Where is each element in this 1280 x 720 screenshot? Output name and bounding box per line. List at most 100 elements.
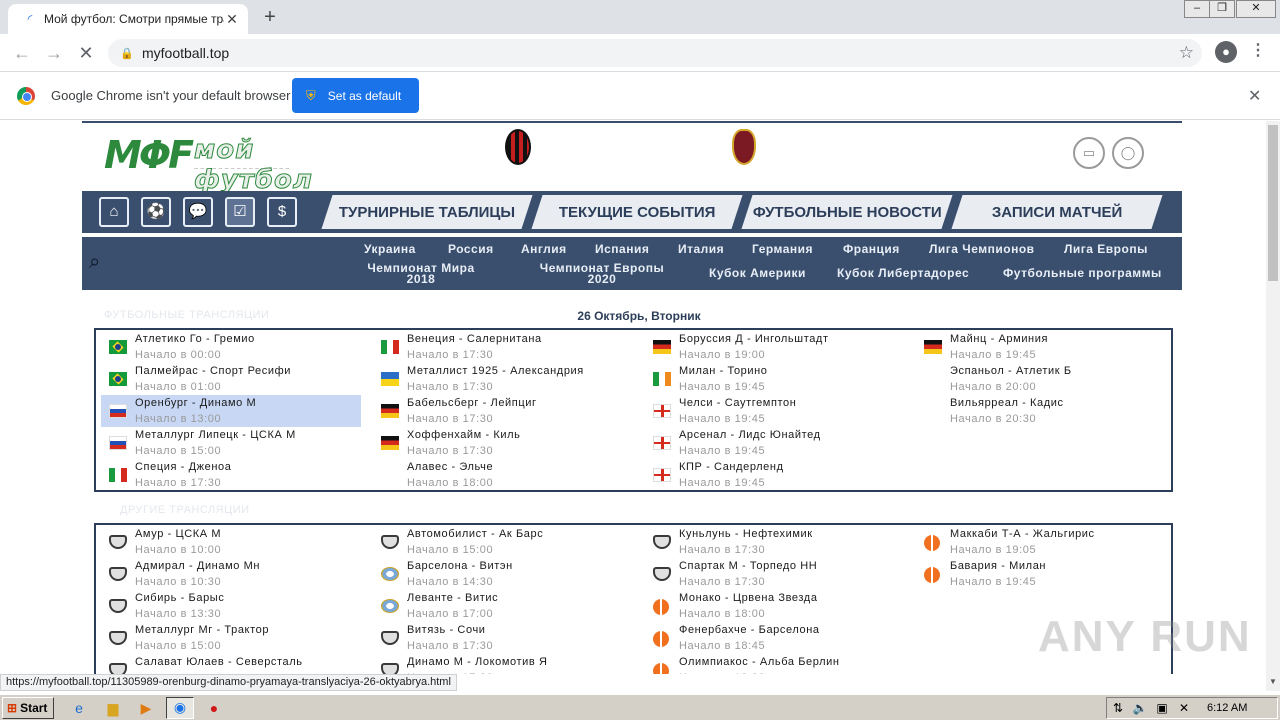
window-close-button[interactable]: ✕ [1236,0,1276,18]
nav-link-europa-league[interactable]: Лига Европы [1064,242,1148,256]
infobar-close-icon[interactable]: ✕ [1248,88,1262,105]
match-title[interactable]: Маккаби Т-А - Жальгирис [950,528,1095,540]
match-title[interactable]: Венеция - Салернитана [407,333,542,345]
match-title[interactable]: Куньлунь - Нефтехимик [679,528,813,540]
match-item[interactable]: Алавес - Эльче Начало в 18:00 [373,459,633,491]
menu-icon[interactable]: ⋮ [1250,42,1266,59]
match-item[interactable]: Палмейрас - Спорт Ресифи Начало в 01:00 [101,363,361,395]
match-title[interactable]: Оренбург - Динамо М [135,397,257,409]
arrows-icon[interactable]: ⇅ [1112,701,1124,715]
match-item[interactable]: Витязь - Сочи Начало в 17:30 [373,622,633,654]
match-title[interactable]: Спартак М - Торпедо НН [679,560,818,572]
stop-icon[interactable]: ✕ [78,43,94,63]
match-item[interactable]: Куньлунь - Нефтехимик Начало в 17:30 [645,526,905,558]
back-icon[interactable]: ← [13,43,31,63]
ie-icon[interactable]: e [75,700,83,716]
match-item[interactable]: Барселона - Витэн Начало в 14:30 [373,558,633,590]
nav-link-spain[interactable]: Испания [595,242,650,256]
match-title[interactable]: Автомобилист - Ак Барс [407,528,544,540]
match-item[interactable]: Маккаби Т-А - Жальгирис Начало в 19:05 [916,526,1176,558]
match-title[interactable]: Боруссия Д - Ингольштадт [679,333,829,345]
match-title[interactable]: Металлург Мг - Трактор [135,624,270,636]
alert-app-icon[interactable]: ● [209,700,219,716]
forward-icon[interactable]: → [45,43,63,63]
match-title[interactable]: Сибирь - Барыс [135,592,225,604]
match-title[interactable]: Амур - ЦСКА М [135,528,222,540]
nav-link-ukraine[interactable]: Украина [364,242,416,256]
tab-football-news[interactable]: ФУТБОЛЬНЫЕ НОВОСТИ [741,195,953,229]
match-item[interactable]: Атлетико Го - Гремио Начало в 00:00 [101,331,361,363]
scroll-down-icon[interactable]: ▼ [1269,677,1277,686]
match-title[interactable]: Алавес - Эльче [407,461,494,473]
tab-close-icon[interactable]: ✕ [226,11,238,27]
ball-icon[interactable]: ⚽ [141,197,171,227]
match-item[interactable]: Бавария - Милан Начало в 19:45 [916,558,1176,590]
match-item[interactable]: Бабельсберг - Лейпциг Начало в 17:30 [373,395,633,427]
match-title[interactable]: Эспаньол - Атлетик Б [950,365,1072,377]
match-item[interactable]: Металлист 1925 - Александрия Начало в 17:… [373,363,633,395]
search-icon[interactable]: ⌕ [89,251,101,273]
match-item[interactable]: Металлург Мг - Трактор Начало в 15:00 [101,622,361,654]
nav-link-world-cup[interactable]: Чемпионат Мира 2018 [367,261,475,286]
match-item[interactable]: Оренбург - Динамо М Начало в 13:00 [101,395,361,427]
match-title[interactable]: Вильярреал - Кадис [950,397,1064,409]
nav-link-france[interactable]: Франция [843,242,900,256]
match-title[interactable]: Бабельсберг - Лейпциг [407,397,537,409]
match-item[interactable]: Салават Юлаев - Северсталь [101,654,361,674]
dollar-icon[interactable]: $ [267,197,297,227]
match-title[interactable]: Металлист 1925 - Александрия [407,365,584,377]
match-title[interactable]: Барселона - Витэн [407,560,513,572]
match-title[interactable]: Леванте - Витис [407,592,499,604]
match-item[interactable]: Олимпиакос - Альба Берлин Начало в 19:00 [645,654,905,674]
match-item[interactable]: Эспаньол - Атлетик Б Начало в 20:00 [916,363,1176,395]
milan-crest-icon[interactable] [505,129,531,165]
match-title[interactable]: Палмейрас - Спорт Ресифи [135,365,291,377]
match-title[interactable]: Милан - Торино [679,365,768,377]
match-item[interactable]: Монако - Црвена Звезда Начало в 18:00 [645,590,905,622]
chrome-taskbar-icon[interactable]: ◉ [166,697,194,719]
home-icon[interactable]: ⌂ [99,197,129,227]
restore-button[interactable]: ❐ [1209,0,1235,18]
lock-icon[interactable]: 🔒 [120,47,134,60]
scroll-thumb[interactable] [1268,125,1278,281]
network-icon[interactable]: ▣ [1156,701,1168,715]
match-item[interactable]: Вильярреал - Кадис Начало в 20:30 [916,395,1176,427]
match-item[interactable]: Фенербахче - Барселона Начало в 18:45 [645,622,905,654]
address-bar[interactable]: 🔒 myfootball.top ☆ [108,39,1202,67]
nav-link-programs[interactable]: Футбольные программы [1003,266,1162,280]
match-title[interactable]: Металлург Липецк - ЦСКА М [135,429,296,441]
match-item[interactable]: Сибирь - Барыс Начало в 13:30 [101,590,361,622]
match-item[interactable]: Милан - Торино Начало в 19:45 [645,363,905,395]
match-item[interactable]: Динамо М - Локомотив Я Начало в 17:30 [373,654,633,674]
browser-tab[interactable]: ◜ Мой футбол: Смотри прямые тран ✕ [8,4,248,34]
nav-link-copa-america[interactable]: Кубок Америки [709,266,806,280]
match-item[interactable]: Автомобилист - Ак Барс Начало в 15:00 [373,526,633,558]
match-title[interactable]: Салават Юлаев - Северсталь [135,656,303,668]
nav-link-russia[interactable]: Россия [448,242,494,256]
nav-link-germany[interactable]: Германия [752,242,814,256]
match-title[interactable]: Динамо М - Локомотив Я [407,656,548,668]
match-title[interactable]: Атлетико Го - Гремио [135,333,255,345]
match-title[interactable]: Фенербахче - Барселона [679,624,820,636]
match-title[interactable]: Адмирал - Динамо Мн [135,560,261,572]
match-item[interactable]: Боруссия Д - Ингольштадт Начало в 19:00 [645,331,905,363]
security-icon[interactable]: ✕ [1178,701,1190,715]
card-icon[interactable]: ▭ [1073,137,1105,169]
match-title[interactable]: Бавария - Милан [950,560,1047,572]
tab-match-records[interactable]: ЗАПИСИ МАТЧЕЙ [951,195,1163,229]
bookmark-star-icon[interactable]: ☆ [1178,43,1194,62]
nav-link-champions-league[interactable]: Лига Чемпионов [929,242,1035,256]
page-scrollbar[interactable]: ▲ ▼ [1266,121,1280,691]
profile-icon[interactable]: ● [1215,41,1237,63]
nav-link-england[interactable]: Англия [521,242,567,256]
nav-link-euro[interactable]: Чемпионат Европы 2020 [539,261,665,286]
match-item[interactable]: Хоффенхайм - Киль Начало в 17:30 [373,427,633,459]
match-title[interactable]: Арсенал - Лидс Юнайтед [679,429,821,441]
tab-standings[interactable]: ТУРНИРНЫЕ ТАБЛИЦЫ [321,195,533,229]
set-default-button[interactable]: ⛨ Set as default [292,78,419,113]
user-icon[interactable]: ◯ [1112,137,1144,169]
volume-icon[interactable]: 🔈 [1132,701,1148,715]
match-title[interactable]: Челси - Саутгемптон [679,397,797,409]
match-item[interactable]: КПР - Сандерленд Начало в 19:45 [645,459,905,491]
media-player-icon[interactable]: ▶ [140,700,152,716]
